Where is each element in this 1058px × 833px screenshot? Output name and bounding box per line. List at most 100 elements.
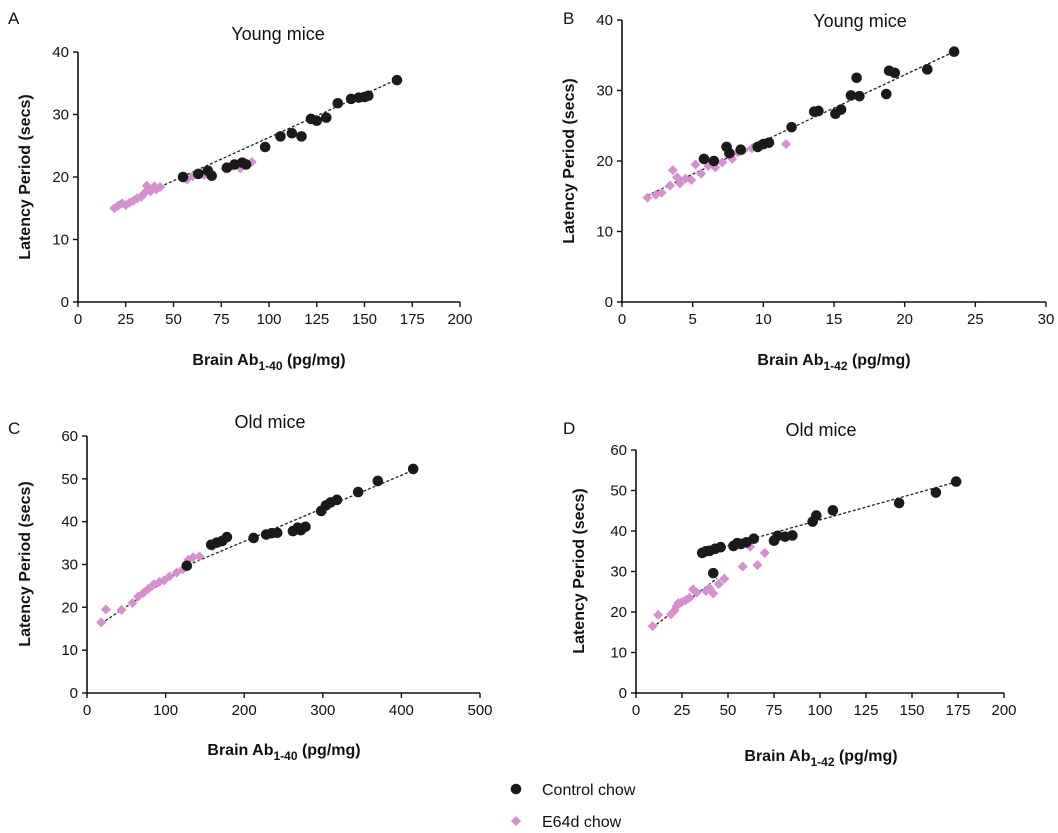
- x-tick-label: 25: [674, 702, 691, 719]
- x-tick-label: 50: [165, 311, 182, 328]
- legend-label: Control chow: [542, 782, 636, 799]
- control-point: [813, 105, 824, 117]
- y-tick-label: 10: [610, 645, 627, 662]
- y-tick-label: 0: [70, 685, 78, 702]
- e64d-point: [164, 571, 175, 582]
- chart-title: Young mice: [231, 24, 324, 44]
- control-point: [851, 72, 862, 84]
- e64d-point: [116, 604, 127, 615]
- series-control: [177, 74, 403, 183]
- fit-line: [698, 481, 957, 555]
- x-axis-label: Brain Ab1-40 (pg/mg): [192, 352, 345, 373]
- control-point: [300, 521, 311, 533]
- y-tick-label: 40: [596, 12, 613, 29]
- panel-letter: A: [8, 9, 20, 28]
- y-axis-label: Latency Period (secs): [17, 94, 34, 259]
- control-point: [845, 90, 857, 101]
- control-point: [893, 497, 905, 509]
- y-tick-label: 20: [596, 153, 613, 170]
- x-tick-label: 20: [896, 311, 913, 328]
- control-point: [835, 104, 847, 115]
- control-point: [889, 67, 901, 79]
- fit-line: [100, 469, 414, 625]
- y-axis-label: Latency Period (secs): [571, 488, 588, 653]
- control-point: [724, 147, 735, 159]
- control-point: [193, 168, 204, 180]
- x-axis-label: Brain Ab1-40 (pg/mg): [207, 742, 360, 763]
- y-tick-label: 30: [61, 557, 78, 574]
- control-point: [206, 170, 217, 182]
- y-tick-label: 60: [610, 442, 627, 459]
- control-point: [715, 541, 726, 553]
- e64d-point: [690, 159, 701, 170]
- y-tick-label: 10: [596, 224, 613, 241]
- control-point: [275, 131, 286, 142]
- x-tick-label: 0: [74, 311, 82, 328]
- control-point: [311, 115, 323, 127]
- control-point: [177, 171, 189, 183]
- chart-panel-a: A Young mice 0 25 50 75 100 125 150 175 200 0 10 20 30…: [8, 9, 473, 373]
- e64d-point: [642, 192, 653, 203]
- y-tick-label: 40: [61, 514, 78, 531]
- y-tick-label: 20: [61, 599, 78, 616]
- x-tick-label: 75: [213, 311, 230, 328]
- control-point: [880, 88, 892, 100]
- control-point: [271, 527, 283, 539]
- e64d-point: [188, 552, 199, 563]
- e64d-point: [780, 139, 791, 150]
- control-point: [811, 510, 822, 521]
- control-point: [181, 560, 193, 572]
- x-tick-label: 500: [467, 702, 492, 719]
- e64d-point: [752, 560, 763, 571]
- control-point: [763, 137, 775, 148]
- x-tick-label: 150: [352, 311, 377, 328]
- x-tick-label: 125: [304, 311, 329, 328]
- y-tick-label: 40: [610, 523, 627, 540]
- y-tick-label: 0: [605, 294, 613, 311]
- y-tick-label: 30: [52, 107, 69, 124]
- y-tick-label: 0: [61, 294, 69, 311]
- chart-title: Old mice: [785, 420, 856, 440]
- control-point: [930, 487, 942, 498]
- x-axis-label: Brain Ab1-42 (pg/mg): [744, 748, 897, 769]
- control-point: [698, 153, 710, 165]
- control-point: [748, 533, 760, 544]
- x-tick-label: 10: [755, 311, 772, 328]
- x-tick-label: 0: [632, 702, 640, 719]
- legend-marker-e64d: [511, 816, 521, 826]
- control-point: [331, 494, 343, 506]
- y-tick-label: 30: [596, 83, 613, 100]
- x-tick-label: 300: [310, 702, 335, 719]
- e64d-point: [653, 609, 664, 620]
- series-control: [696, 476, 962, 579]
- x-tick-label: 25: [117, 311, 134, 328]
- legend-marker-control: [510, 783, 522, 795]
- x-tick-label: 175: [945, 702, 970, 719]
- y-axis-label: Latency Period (secs): [17, 481, 34, 646]
- control-point: [787, 530, 798, 541]
- x-tick-label: 75: [766, 702, 783, 719]
- e64d-point: [696, 168, 707, 179]
- control-point: [921, 64, 933, 75]
- control-point: [296, 131, 307, 142]
- x-tick-label: 0: [618, 311, 626, 328]
- panel-letter: C: [8, 419, 20, 438]
- control-point: [827, 505, 839, 516]
- control-point: [786, 121, 797, 133]
- x-tick-label: 25: [967, 311, 984, 328]
- panel-letter: D: [563, 419, 575, 438]
- e64d-point: [143, 583, 154, 594]
- x-tick-label: 30: [1038, 311, 1055, 328]
- fit-line: [647, 51, 955, 197]
- y-tick-label: 60: [61, 428, 78, 445]
- e64d-point: [713, 579, 724, 590]
- e64d-point: [691, 587, 702, 598]
- chart-title: Old mice: [234, 412, 305, 432]
- control-point: [735, 144, 747, 156]
- e64d-point: [684, 592, 695, 603]
- control-point: [708, 155, 720, 167]
- x-tick-label: 175: [400, 311, 425, 328]
- x-tick-label: 5: [688, 311, 696, 328]
- x-tick-label: 100: [153, 702, 178, 719]
